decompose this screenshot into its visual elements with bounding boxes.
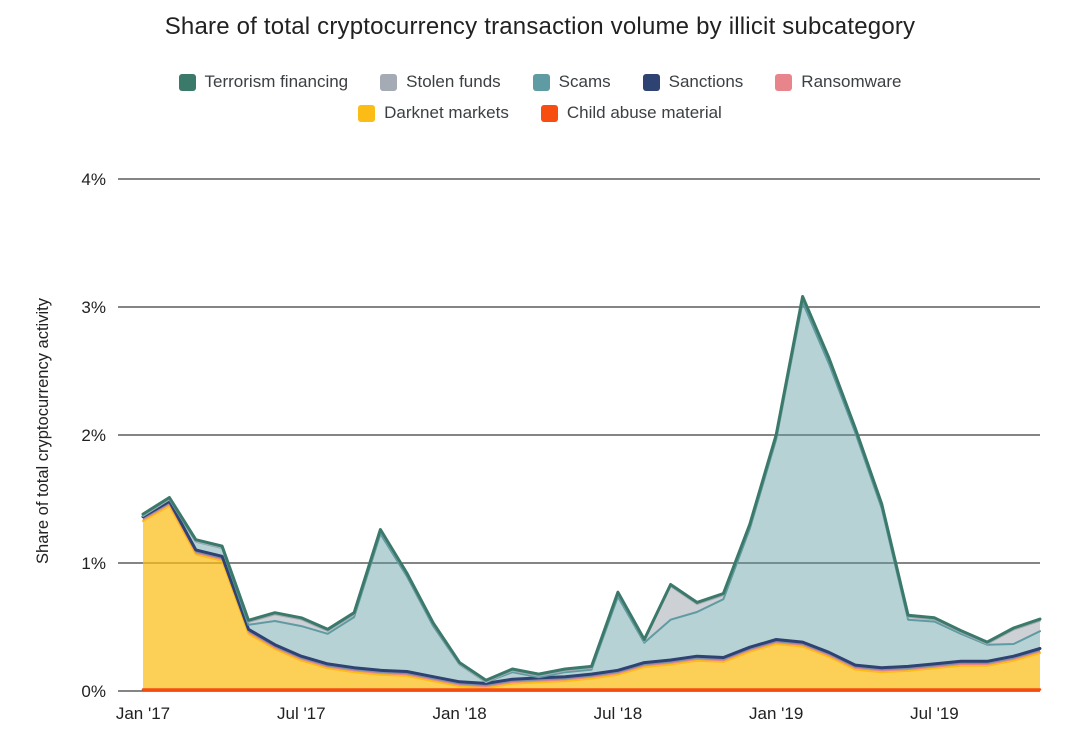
y-tick-label-1pct: 1%	[81, 554, 106, 573]
legend-swatch	[642, 73, 660, 91]
y-tick-label-2pct: 2%	[81, 426, 106, 445]
legend-swatch	[532, 73, 550, 91]
legend-item-ransomware[interactable]: Ransomware	[775, 72, 901, 92]
legend-item-stolen-funds[interactable]: Stolen funds	[380, 72, 501, 92]
x-tick-label-jan-17: Jan '17	[116, 704, 170, 723]
legend-item-sanctions[interactable]: Sanctions	[642, 72, 744, 92]
legend-item-scams[interactable]: Scams	[532, 72, 611, 92]
legend-item-label: Ransomware	[801, 72, 902, 91]
x-tick-label-jul-17: Jul '17	[277, 704, 326, 723]
area-scams	[143, 302, 1040, 684]
legend-item-child-abuse-material[interactable]: Child abuse material	[540, 103, 722, 123]
x-tick-label-jul-18: Jul '18	[594, 704, 643, 723]
y-axis-title: Share of total cryptocurrency activity	[34, 297, 52, 564]
x-tick-label-jan-19: Jan '19	[749, 704, 803, 723]
legend-item-label: Sanctions	[668, 72, 744, 91]
legend-row-1: Terrorism financing Stolen funds Scams S…	[178, 72, 901, 92]
line-ransomware	[142, 504, 1041, 688]
legend-item-terrorism-financing[interactable]: Terrorism financing	[178, 72, 349, 92]
line-darknet-markets	[142, 504, 1041, 689]
legend-item-label: Darknet markets	[384, 103, 509, 122]
legend-swatch	[358, 104, 376, 122]
legend-item-label: Terrorism financing	[204, 72, 349, 91]
y-tick-label-4pct: 4%	[81, 170, 106, 189]
legend-swatch	[178, 73, 196, 91]
legend-item-darknet-markets[interactable]: Darknet markets	[358, 103, 509, 123]
line-terrorism-financing	[141, 295, 1042, 682]
legend-item-label: Scams	[558, 72, 611, 91]
legend-swatch	[380, 73, 398, 91]
legend-swatch	[775, 73, 793, 91]
legend-row-2: Darknet markets Child abuse material	[358, 103, 722, 123]
chart-plot-area[interactable]	[118, 165, 1040, 691]
x-tick-label-jul-19: Jul '19	[910, 704, 959, 723]
x-tick-label-jan-18: Jan '18	[432, 704, 486, 723]
y-tick-label-0pct: 0%	[81, 682, 106, 701]
chart-legend: Terrorism financing Stolen funds Scams S…	[0, 72, 1080, 123]
line-sanctions	[141, 499, 1042, 685]
y-tick-label-3pct: 3%	[81, 298, 106, 317]
area-darknet-markets	[143, 505, 1040, 690]
legend-item-label: Child abuse material	[566, 103, 722, 122]
legend-swatch	[540, 104, 558, 122]
legend-item-label: Stolen funds	[406, 72, 501, 91]
chart-title: Share of total cryptocurrency transactio…	[164, 13, 916, 40]
